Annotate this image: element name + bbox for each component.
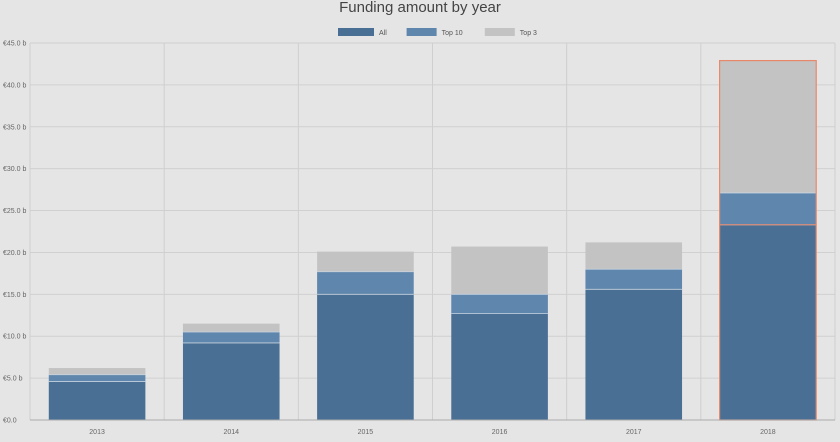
bar-2015-all[interactable]	[317, 294, 414, 420]
y-tick-label: €15.0 b	[3, 292, 26, 299]
y-tick-label: €5.0 b	[3, 376, 23, 383]
x-tick-label: 2015	[358, 429, 374, 436]
y-tick-label: €10.0 b	[3, 334, 26, 341]
legend-swatch-2[interactable]	[484, 28, 515, 36]
bar-2016-top-3[interactable]	[451, 246, 548, 295]
x-tick-label: 2013	[89, 429, 105, 436]
legend-label-2[interactable]: Top 3	[520, 30, 537, 37]
x-tick-label: 2017	[626, 429, 642, 436]
y-axis: €0.0 €5.0 b €10.0 b €15.0 b €20.0 b €25.0 b €3…	[3, 41, 26, 425]
chart-title: Funding amount by year	[339, 0, 501, 16]
bar-series	[48, 59, 817, 421]
bar-2013-all[interactable]	[48, 381, 146, 420]
y-tick-label: €35.0 b	[3, 124, 26, 131]
bar-2014-top-3[interactable]	[182, 323, 280, 333]
y-tick-label: €0.0	[3, 418, 17, 425]
legend-label-1[interactable]: Top 10	[442, 30, 463, 37]
bar-2016-all[interactable]	[451, 313, 548, 420]
bar-2018-top-10[interactable]	[719, 192, 817, 225]
legend-label-0[interactable]: All	[379, 30, 387, 37]
bar-2018-all[interactable]	[719, 224, 817, 420]
y-tick-label: €40.0 b	[3, 82, 26, 89]
legend-swatch-1[interactable]	[406, 28, 437, 36]
y-tick-label: €45.0 b	[3, 41, 26, 48]
bar-2016-top-10[interactable]	[451, 294, 548, 314]
x-tick-label: 2018	[760, 429, 776, 436]
bar-2018-top-3[interactable]	[719, 60, 817, 193]
bar-2014-all[interactable]	[182, 342, 280, 420]
y-tick-label: €20.0 b	[3, 250, 26, 257]
y-tick-label: €30.0 b	[3, 166, 26, 173]
bar-2017-top-10[interactable]	[585, 269, 683, 290]
bar-2014-top-10[interactable]	[182, 332, 280, 343]
bar-2017-all[interactable]	[585, 289, 683, 420]
y-tick-label: €25.0 b	[3, 208, 26, 215]
chart-legend: All Top 10 Top 3	[338, 28, 537, 37]
bar-2017-top-3[interactable]	[585, 242, 683, 270]
x-tick-label: 2014	[223, 429, 239, 436]
bar-2015-top-10[interactable]	[317, 271, 414, 295]
x-tick-label: 2016	[492, 429, 508, 436]
bar-2013-top-10[interactable]	[48, 374, 146, 382]
legend-swatch-0[interactable]	[338, 28, 374, 36]
bar-2015-top-3[interactable]	[317, 251, 414, 272]
x-axis: 2013 2014 2015 2016 2017 2018	[30, 419, 835, 436]
bar-2013-top-3[interactable]	[48, 368, 146, 375]
grid-lines	[29, 42, 836, 421]
